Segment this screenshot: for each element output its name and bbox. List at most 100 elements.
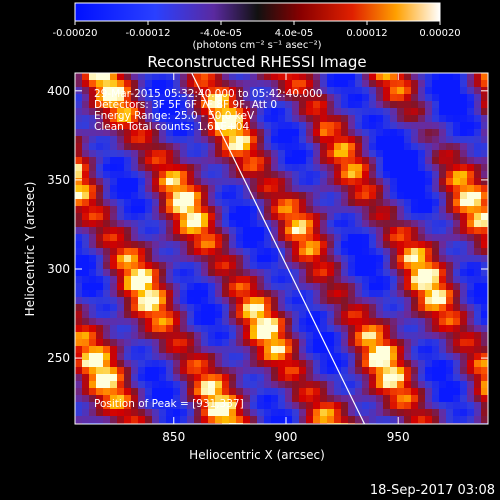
heatmap-cell [460,171,468,179]
heatmap-cell [152,255,160,263]
heatmap-cell [194,381,202,389]
heatmap-cell [208,318,216,326]
heatmap-cell [201,115,209,123]
heatmap-cell [117,339,125,347]
heatmap-cell [110,381,118,389]
heatmap-cell [362,248,370,256]
heatmap-cell [397,332,405,340]
heatmap-cell [439,381,447,389]
heatmap-cell [313,171,321,179]
heatmap-cell [264,360,272,368]
heatmap-cell [278,248,286,256]
heatmap-cell [229,255,237,263]
heatmap-cell [131,297,139,305]
heatmap-cell [376,283,384,291]
heatmap-cell [257,255,265,263]
heatmap-cell [460,199,468,207]
heatmap-cell [432,80,440,88]
heatmap-cell [334,115,342,123]
heatmap-cell [187,304,195,312]
heatmap-cell [278,409,286,417]
heatmap-cell [257,339,265,347]
heatmap-cell [257,94,265,102]
heatmap-cell [250,87,258,95]
heatmap-cell [306,157,314,165]
heatmap-cell [327,206,335,214]
heatmap-cell [103,395,111,403]
heatmap-cell [222,304,230,312]
heatmap-cell [453,80,461,88]
heatmap-cell [89,360,97,368]
heatmap-cell [96,164,104,172]
heatmap-cell [474,185,482,193]
heatmap-cell [110,402,118,410]
heatmap-cell [243,339,251,347]
heatmap-cell [418,290,426,298]
heatmap-cell [418,283,426,291]
heatmap-cell [285,402,293,410]
heatmap-cell [299,227,307,235]
heatmap-cell [110,234,118,242]
heatmap-cell [453,213,461,221]
heatmap-cell [173,101,181,109]
heatmap-cell [334,311,342,319]
heatmap-cell [201,164,209,172]
heatmap-cell [376,367,384,375]
heatmap-cell [278,192,286,200]
heatmap-cell [166,353,174,361]
heatmap-cell [208,248,216,256]
heatmap-cell [369,206,377,214]
heatmap-cell [334,213,342,221]
heatmap-cell [460,206,468,214]
heatmap-cell [376,297,384,305]
heatmap-cell [145,213,153,221]
heatmap-cell [390,206,398,214]
heatmap-cell [131,269,139,277]
heatmap-cell [194,283,202,291]
heatmap-cell [250,136,258,144]
heatmap-cell [236,87,244,95]
heatmap-cell [390,367,398,375]
heatmap-cell [404,381,412,389]
heatmap-cell [173,381,181,389]
heatmap-cell [243,178,251,186]
heatmap-cell [117,94,125,102]
heatmap-cell [348,143,356,151]
heatmap-cell [376,122,384,130]
heatmap-cell [250,311,258,319]
heatmap-cell [446,416,454,424]
heatmap-cell [418,318,426,326]
heatmap-cell [299,73,307,81]
heatmap-cell [397,318,405,326]
heatmap-cell [110,206,118,214]
heatmap-cell [432,220,440,228]
heatmap-cell [75,178,83,186]
heatmap-cell [320,213,328,221]
heatmap-cell [159,325,167,333]
heatmap-cell [138,381,146,389]
heatmap-cell [313,388,321,396]
heatmap-cell [82,332,90,340]
heatmap-cell [222,409,230,417]
heatmap-cell [467,234,475,242]
heatmap-cell [453,143,461,151]
heatmap-cell [439,220,447,228]
heatmap-cell [467,87,475,95]
heatmap-cell [390,108,398,116]
heatmap-cell [173,108,181,116]
heatmap-cell [425,255,433,263]
heatmap-cell [264,178,272,186]
heatmap-cell [159,227,167,235]
heatmap-cell [299,143,307,151]
heatmap-cell [453,150,461,158]
heatmap-cell [131,360,139,368]
heatmap-cell [397,129,405,137]
heatmap-cell [327,178,335,186]
heatmap-cell [313,374,321,382]
heatmap-cell [418,353,426,361]
heatmap-cell [166,374,174,382]
heatmap-cell [334,409,342,417]
heatmap-cell [257,297,265,305]
heatmap-cell [390,311,398,319]
heatmap-cell [208,115,216,123]
